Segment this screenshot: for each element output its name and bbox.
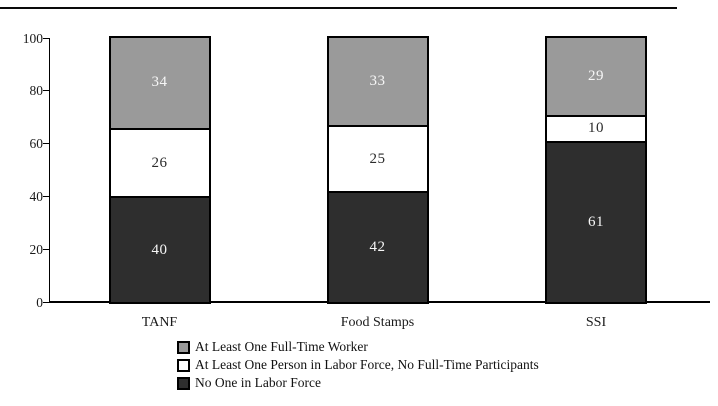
y-axis-tick — [42, 143, 49, 145]
y-axis-tick — [42, 248, 49, 250]
y-axis-tick — [42, 90, 49, 92]
legend-swatch — [177, 358, 190, 372]
bar-value-label: 42 — [369, 239, 386, 256]
legend-swatch — [177, 340, 190, 354]
y-axis-tick — [42, 195, 49, 198]
y-tick-label: 60 — [29, 136, 44, 152]
y-tick-label: 40 — [29, 188, 44, 204]
legend-swatch — [177, 376, 190, 390]
bar-segment: 34 — [110, 38, 209, 128]
y-axis-line — [48, 38, 50, 303]
x-category-label: Food Stamps — [340, 315, 415, 330]
bar-value-label: 10 — [588, 120, 604, 137]
top-border-line — [0, 7, 677, 9]
bar-food-stamps: 33 25 42 — [326, 36, 429, 304]
bar-value-label: 40 — [151, 241, 168, 258]
y-tick-label: 20 — [29, 241, 44, 257]
bar-segment: 29 — [547, 38, 645, 115]
y-tick-label: 100 — [22, 30, 43, 46]
legend-label: No One in Labor Force — [195, 375, 321, 390]
legend-item: At Least One Full-Time Worker — [177, 340, 539, 354]
bar-value-label: 26 — [151, 154, 168, 171]
bar-segment: 42 — [328, 191, 427, 302]
bar-segment: 61 — [547, 140, 645, 302]
y-tick-label: 80 — [29, 83, 44, 99]
bar-segment: 40 — [110, 196, 209, 302]
bar-segment: 33 — [328, 38, 427, 126]
y-tick-label: 0 — [36, 294, 43, 310]
legend-label: At Least One Person in Labor Force, No F… — [195, 357, 539, 372]
bar-segment: 25 — [328, 125, 427, 192]
bar-segment: 26 — [110, 127, 209, 197]
legend-label: At Least One Full-Time Worker — [195, 339, 368, 354]
legend-item: At Least One Person in Labor Force, No F… — [177, 358, 539, 372]
bar-segment: 10 — [547, 114, 645, 141]
bar-value-label: 61 — [588, 213, 604, 230]
bar-tanf: 34 26 40 — [108, 36, 211, 304]
bar-value-label: 29 — [588, 67, 604, 84]
bar-ssi: 29 10 61 — [545, 36, 647, 304]
bar-value-label: 25 — [369, 150, 386, 167]
bar-value-label: 33 — [369, 73, 386, 90]
y-axis-tick — [42, 301, 49, 303]
legend-item: No One in Labor Force — [177, 376, 539, 390]
legend: At Least One Full-Time Worker At Least On… — [177, 340, 539, 394]
bar-value-label: 34 — [151, 74, 168, 91]
x-category-label: TANF — [141, 315, 178, 330]
y-axis-tick — [42, 37, 49, 39]
x-category-label: SSI — [585, 315, 607, 330]
